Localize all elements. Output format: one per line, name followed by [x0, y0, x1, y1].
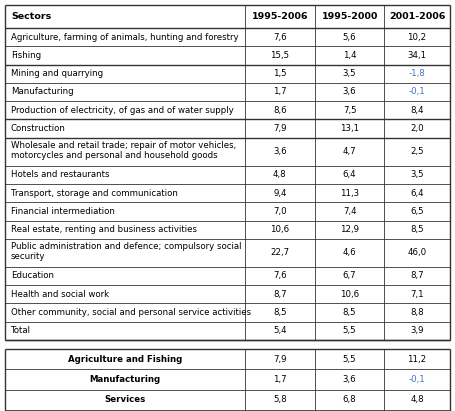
Text: 5,6: 5,6 — [343, 32, 356, 42]
Text: Total: Total — [11, 326, 31, 335]
Text: -1,8: -1,8 — [409, 69, 425, 78]
Text: 6,4: 6,4 — [410, 189, 424, 198]
Text: 3,5: 3,5 — [343, 69, 356, 78]
Text: 4,8: 4,8 — [273, 170, 287, 179]
Text: 1995-2000: 1995-2000 — [322, 12, 378, 21]
Text: 8,8: 8,8 — [410, 308, 424, 317]
Text: 10,6: 10,6 — [340, 290, 359, 299]
Text: 10,2: 10,2 — [407, 32, 427, 42]
Text: 10,6: 10,6 — [270, 225, 289, 234]
Text: 4,7: 4,7 — [343, 147, 356, 156]
Text: 3,5: 3,5 — [410, 170, 424, 179]
Text: 7,6: 7,6 — [273, 32, 287, 42]
Text: 7,0: 7,0 — [273, 207, 287, 216]
Text: 8,5: 8,5 — [343, 308, 356, 317]
Text: 2,5: 2,5 — [410, 147, 424, 156]
Text: 7,9: 7,9 — [273, 124, 287, 133]
Text: 1,7: 1,7 — [273, 375, 287, 384]
Text: -0,1: -0,1 — [409, 88, 425, 97]
Text: 2001-2006: 2001-2006 — [389, 12, 445, 21]
Text: 22,7: 22,7 — [270, 248, 289, 257]
Text: Production of electricity, of gas and of water supply: Production of electricity, of gas and of… — [11, 106, 234, 115]
Text: 9,4: 9,4 — [273, 189, 287, 198]
Text: 15,5: 15,5 — [270, 51, 289, 60]
Text: 6,5: 6,5 — [410, 207, 424, 216]
Text: 6,7: 6,7 — [343, 271, 356, 280]
Text: Manufacturing: Manufacturing — [11, 88, 74, 97]
Text: 34,1: 34,1 — [407, 51, 427, 60]
Text: -0,1: -0,1 — [409, 375, 425, 384]
Text: 8,7: 8,7 — [410, 271, 424, 280]
Text: Hotels and restaurants: Hotels and restaurants — [11, 170, 109, 179]
Text: Wholesale and retail trade; repair of motor vehicles,: Wholesale and retail trade; repair of mo… — [11, 141, 236, 150]
Text: 8,5: 8,5 — [273, 308, 287, 317]
Text: 8,4: 8,4 — [410, 106, 424, 115]
Text: 3,9: 3,9 — [410, 326, 424, 335]
Text: 5,5: 5,5 — [343, 326, 356, 335]
Text: 5,4: 5,4 — [273, 326, 287, 335]
Text: 7,9: 7,9 — [273, 355, 287, 364]
Text: 46,0: 46,0 — [407, 248, 427, 257]
Text: 7,1: 7,1 — [410, 290, 424, 299]
Text: Construction: Construction — [11, 124, 66, 133]
Text: 8,7: 8,7 — [273, 290, 287, 299]
Text: 4,6: 4,6 — [343, 248, 356, 257]
Text: Services: Services — [105, 395, 146, 404]
Text: Manufacturing: Manufacturing — [90, 375, 161, 384]
Text: 1995-2006: 1995-2006 — [252, 12, 308, 21]
Text: 3,6: 3,6 — [343, 375, 356, 384]
Text: 3,6: 3,6 — [273, 147, 287, 156]
Text: 5,8: 5,8 — [273, 395, 287, 404]
Text: 11,2: 11,2 — [407, 355, 427, 364]
Text: motorcycles and personal and household goods: motorcycles and personal and household g… — [11, 151, 217, 160]
Text: Agriculture, farming of animals, hunting and forestry: Agriculture, farming of animals, hunting… — [11, 32, 238, 42]
Text: Agriculture and Fishing: Agriculture and Fishing — [68, 355, 182, 364]
Text: 3,6: 3,6 — [343, 88, 356, 97]
Text: Financial intermediation: Financial intermediation — [11, 207, 115, 216]
Text: 1,4: 1,4 — [343, 51, 356, 60]
Text: 1,7: 1,7 — [273, 88, 287, 97]
Text: Fishing: Fishing — [11, 51, 41, 60]
Text: 6,4: 6,4 — [343, 170, 356, 179]
Text: 4,8: 4,8 — [410, 395, 424, 404]
Text: Real estate, renting and business activities: Real estate, renting and business activi… — [11, 225, 197, 234]
Text: 7,4: 7,4 — [343, 207, 356, 216]
Text: 8,6: 8,6 — [273, 106, 287, 115]
Text: Health and social work: Health and social work — [11, 290, 109, 299]
Text: Mining and quarrying: Mining and quarrying — [11, 69, 103, 78]
Text: 5,5: 5,5 — [343, 355, 356, 364]
Text: 12,9: 12,9 — [340, 225, 359, 234]
Text: security: security — [11, 252, 46, 261]
Text: 7,6: 7,6 — [273, 271, 287, 280]
Text: 6,8: 6,8 — [343, 395, 356, 404]
Text: 2,0: 2,0 — [410, 124, 424, 133]
Text: Other community, social and personal service activities: Other community, social and personal ser… — [11, 308, 251, 317]
Text: 1,5: 1,5 — [273, 69, 287, 78]
Text: 7,5: 7,5 — [343, 106, 356, 115]
Text: Public administration and defence; compulsory social: Public administration and defence; compu… — [11, 242, 242, 251]
Text: 11,3: 11,3 — [340, 189, 359, 198]
Text: 8,5: 8,5 — [410, 225, 424, 234]
Text: 13,1: 13,1 — [340, 124, 359, 133]
Text: Transport, storage and communication: Transport, storage and communication — [11, 189, 178, 198]
Text: Education: Education — [11, 271, 54, 280]
Text: Sectors: Sectors — [11, 12, 51, 21]
